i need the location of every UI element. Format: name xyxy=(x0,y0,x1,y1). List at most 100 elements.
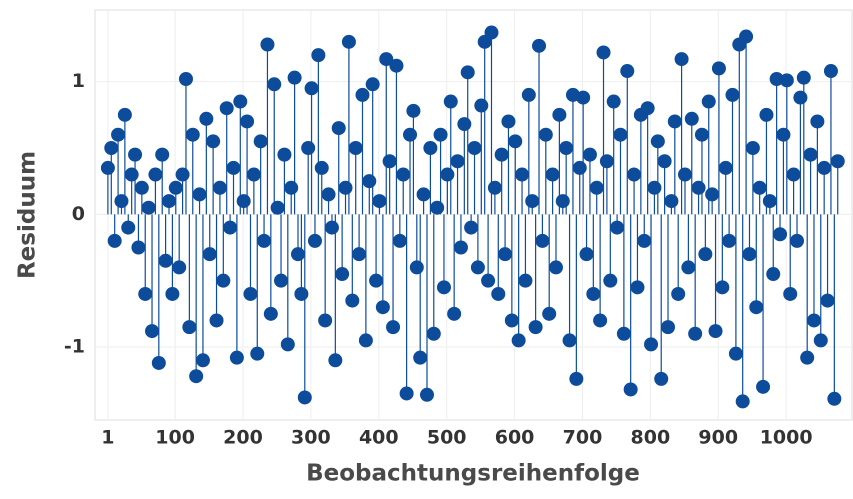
point xyxy=(698,247,713,262)
point xyxy=(579,247,594,262)
point xyxy=(674,52,689,67)
point xyxy=(365,77,380,92)
point xyxy=(766,267,781,282)
y-tick-label: 0 xyxy=(72,203,85,225)
point xyxy=(440,167,455,182)
point xyxy=(379,52,394,67)
point xyxy=(739,29,754,44)
point xyxy=(162,194,177,209)
point xyxy=(185,127,200,142)
point xyxy=(226,160,241,175)
point xyxy=(341,34,356,49)
x-tick-label: 200 xyxy=(223,427,263,449)
point xyxy=(311,48,326,63)
point xyxy=(240,114,255,129)
point xyxy=(481,273,496,288)
point xyxy=(535,233,550,248)
x-tick-label: 900 xyxy=(698,427,738,449)
point xyxy=(593,313,608,328)
point xyxy=(515,167,530,182)
point xyxy=(107,233,122,248)
point xyxy=(688,326,703,341)
point xyxy=(657,154,672,169)
point xyxy=(538,127,553,142)
point xyxy=(372,194,387,209)
point xyxy=(725,87,740,102)
point xyxy=(701,94,716,109)
point xyxy=(100,160,115,175)
point xyxy=(728,346,743,361)
point xyxy=(562,333,577,348)
point xyxy=(827,391,842,406)
point xyxy=(223,220,238,235)
y-tick-label: 1 xyxy=(72,70,85,92)
point xyxy=(287,70,302,85)
point xyxy=(508,134,523,149)
point xyxy=(711,61,726,76)
point xyxy=(117,107,132,122)
point xyxy=(705,187,720,202)
point xyxy=(233,94,248,109)
point xyxy=(406,103,421,118)
point xyxy=(623,382,638,397)
point xyxy=(318,313,333,328)
point xyxy=(369,273,384,288)
point xyxy=(735,394,750,409)
point xyxy=(745,140,760,155)
point xyxy=(270,200,285,215)
point xyxy=(810,114,825,129)
point xyxy=(443,94,458,109)
point xyxy=(382,154,397,169)
point xyxy=(756,379,771,394)
point xyxy=(375,300,390,315)
point xyxy=(718,160,733,175)
point xyxy=(165,286,180,301)
point xyxy=(555,194,570,209)
point xyxy=(722,233,737,248)
point xyxy=(637,233,652,248)
point xyxy=(582,147,597,162)
point xyxy=(138,286,153,301)
point xyxy=(192,187,207,202)
point xyxy=(596,45,611,60)
point xyxy=(460,65,475,80)
point xyxy=(362,174,377,189)
point xyxy=(783,286,798,301)
point xyxy=(470,260,485,275)
point xyxy=(151,355,166,370)
point xyxy=(542,306,557,321)
point xyxy=(691,180,706,195)
point xyxy=(104,140,119,155)
point xyxy=(681,260,696,275)
point xyxy=(667,114,682,129)
point xyxy=(229,350,244,365)
point xyxy=(128,147,143,162)
point xyxy=(773,227,788,242)
point xyxy=(569,371,584,386)
x-tick-label: 600 xyxy=(495,427,535,449)
point xyxy=(158,253,173,268)
point xyxy=(650,134,665,149)
point xyxy=(175,167,190,182)
point xyxy=(168,180,183,195)
point xyxy=(280,337,295,352)
point xyxy=(416,187,431,202)
point xyxy=(715,280,730,295)
point xyxy=(640,101,655,116)
point xyxy=(338,180,353,195)
y-tick-label: -1 xyxy=(64,336,85,358)
point xyxy=(813,333,828,348)
point xyxy=(331,121,346,136)
point xyxy=(386,320,401,335)
point xyxy=(796,70,811,85)
point xyxy=(263,306,278,321)
point xyxy=(267,77,282,92)
point xyxy=(464,220,479,235)
point xyxy=(290,247,305,262)
point xyxy=(453,240,468,255)
point xyxy=(141,200,156,215)
point xyxy=(630,280,645,295)
point xyxy=(297,390,312,405)
point xyxy=(155,147,170,162)
point xyxy=(111,127,126,142)
